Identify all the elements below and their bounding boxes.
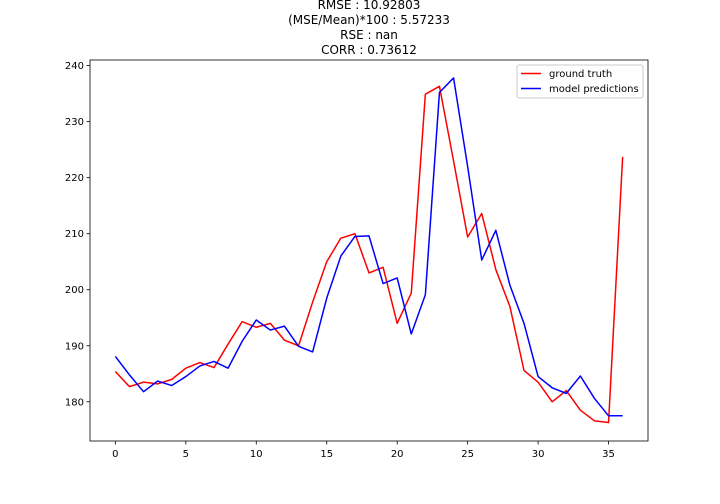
series-line-model-predictions bbox=[114, 77, 623, 417]
x-axis: 0 5 10 15 20 25 30 35 bbox=[112, 441, 615, 460]
x-tick-label: 20 bbox=[391, 449, 404, 460]
x-tick-label: 25 bbox=[461, 449, 474, 460]
title-line-corr: CORR : 0.73612 bbox=[321, 43, 417, 57]
chart-title: RMSE : 10.92803 (MSE/Mean)*100 : 5.57233… bbox=[288, 0, 450, 57]
legend-label-ground-truth: ground truth bbox=[549, 69, 612, 80]
y-tick-label: 230 bbox=[65, 117, 84, 128]
x-tick-label: 15 bbox=[320, 449, 333, 460]
x-tick-label: 0 bbox=[112, 449, 118, 460]
legend: ground truth model predictions bbox=[516, 64, 644, 99]
series-line-ground-truth bbox=[114, 85, 624, 424]
series-layer bbox=[114, 77, 624, 424]
x-tick-label: 10 bbox=[250, 449, 263, 460]
y-tick-label: 180 bbox=[65, 397, 84, 408]
y-tick-label: 240 bbox=[65, 61, 84, 72]
x-tick-label: 5 bbox=[183, 449, 189, 460]
x-tick-label: 30 bbox=[532, 449, 545, 460]
y-tick-label: 200 bbox=[65, 285, 84, 296]
plot-area-frame bbox=[89, 59, 649, 442]
y-tick-label: 220 bbox=[65, 173, 84, 184]
x-tick-label: 35 bbox=[602, 449, 615, 460]
y-tick-label: 190 bbox=[65, 341, 84, 352]
y-tick-label: 210 bbox=[65, 229, 84, 240]
legend-frame bbox=[516, 64, 644, 99]
y-axis: 180 190 200 210 220 230 240 bbox=[65, 61, 90, 408]
title-line-rmse: RMSE : 10.92803 bbox=[318, 0, 421, 12]
legend-label-model-predictions: model predictions bbox=[549, 84, 639, 95]
title-line-rse: RSE : nan bbox=[340, 28, 398, 42]
title-line-mse-mean: (MSE/Mean)*100 : 5.57233 bbox=[288, 13, 450, 27]
